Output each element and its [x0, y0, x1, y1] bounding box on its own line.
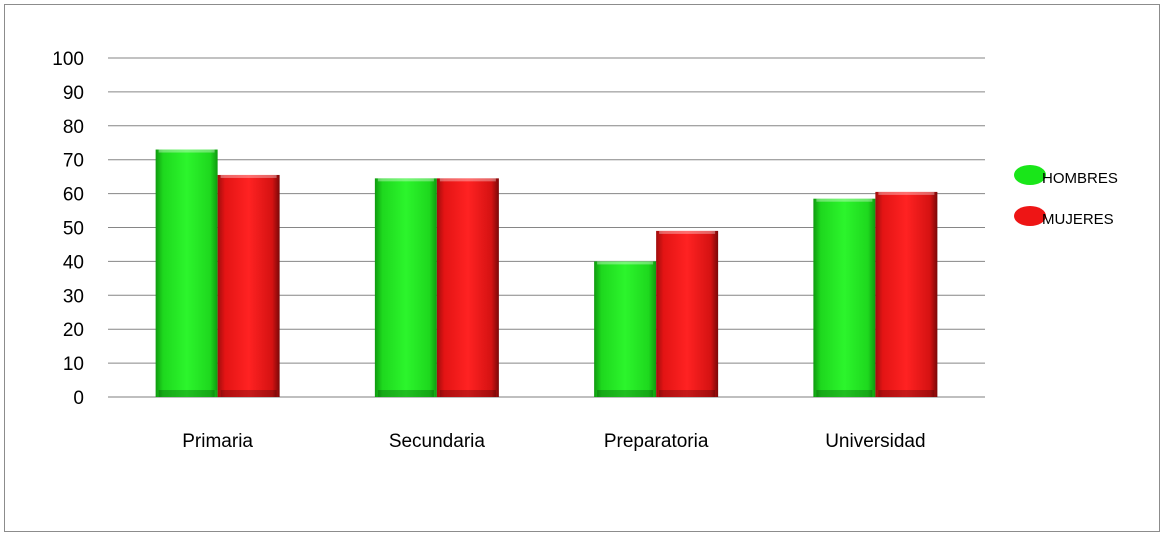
bar-mujeres-primaria	[217, 174, 280, 397]
category-label: Universidad	[825, 431, 925, 452]
category-label: Primaria	[182, 431, 253, 452]
y-tick-label: 20	[63, 320, 84, 341]
bar-bottom-bevel	[597, 390, 654, 397]
legend-item-mujeres: MUJERES	[1014, 206, 1114, 228]
bar-bottom-bevel	[439, 390, 496, 397]
bar-bottom-bevel	[659, 390, 716, 397]
y-tick-label: 40	[63, 252, 84, 273]
bar-bottom-bevel	[220, 390, 277, 397]
bar-top-bevel	[878, 191, 935, 195]
bar-mujeres-preparatoria	[656, 230, 719, 397]
bar-top-bevel	[659, 230, 716, 234]
bar-top-bevel	[158, 149, 215, 153]
bar-top-bevel	[220, 174, 277, 178]
y-tick-label: 70	[63, 151, 84, 172]
y-tick-label: 50	[63, 219, 84, 240]
bar-body	[813, 198, 876, 397]
bar-body	[155, 149, 218, 397]
bar-body	[656, 230, 719, 397]
bar-mujeres-universidad	[875, 191, 938, 397]
y-tick-label: 100	[52, 49, 84, 70]
legend-label: HOMBRES	[1042, 170, 1118, 187]
legend-swatch	[1014, 206, 1046, 226]
y-axis-ticks: 0 10 20 30 40 50 60 70 80 90 100	[52, 49, 84, 409]
bar-hombres-secundaria	[374, 178, 437, 397]
bar-bottom-bevel	[878, 390, 935, 397]
bar-top-bevel	[377, 178, 434, 182]
bar-top-bevel	[597, 261, 654, 265]
bars	[155, 149, 938, 397]
category-label: Secundaria	[389, 431, 486, 452]
y-tick-label: 30	[63, 286, 84, 307]
bar-body	[594, 261, 657, 397]
bar-top-bevel	[439, 178, 496, 182]
legend-label: MUJERES	[1042, 211, 1114, 228]
y-tick-label: 80	[63, 117, 84, 138]
bar-body	[217, 174, 280, 397]
bar-hombres-primaria	[155, 149, 218, 397]
bar-bottom-bevel	[816, 390, 873, 397]
bar-hombres-universidad	[813, 198, 876, 397]
y-tick-label: 10	[63, 354, 84, 375]
bar-bottom-bevel	[158, 390, 215, 397]
y-tick-label: 60	[63, 185, 84, 206]
bar-bottom-bevel	[377, 390, 434, 397]
category-label: Preparatoria	[604, 431, 709, 452]
y-tick-label: 0	[73, 388, 84, 409]
x-axis-categories: Primaria Secundaria Preparatoria Universida…	[182, 431, 925, 452]
bar-top-bevel	[816, 198, 873, 202]
legend-item-hombres: HOMBRES	[1014, 165, 1118, 187]
legend-swatch	[1014, 165, 1046, 185]
bar-body	[374, 178, 437, 397]
y-tick-label: 90	[63, 83, 84, 104]
bar-body	[875, 191, 938, 397]
legend: HOMBRES MUJERES	[1014, 165, 1118, 228]
bar-body	[436, 178, 499, 397]
bar-mujeres-secundaria	[436, 178, 499, 397]
bar-hombres-preparatoria	[594, 261, 657, 397]
